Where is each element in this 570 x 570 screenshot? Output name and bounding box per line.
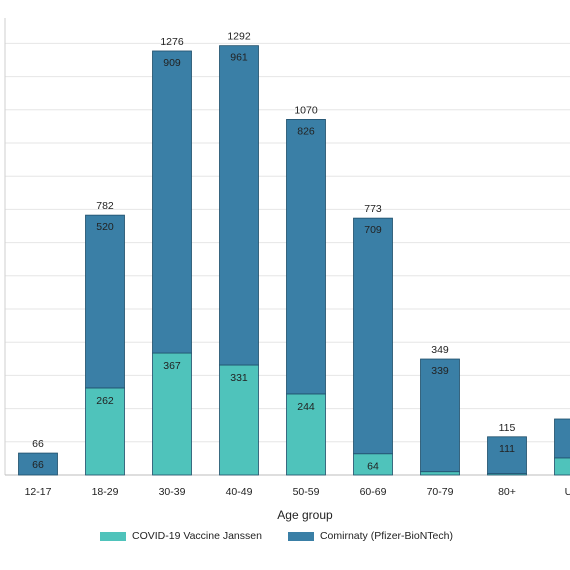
label-janssen: 262 xyxy=(96,395,114,407)
label-total: 1292 xyxy=(227,31,251,43)
x-tick-labels: 12-17 18-29 30-39 40-49 50-59 60-69 70-79 80+ Un… xyxy=(25,486,570,498)
legend-label-janssen: COVID-19 Vaccine Janssen xyxy=(132,530,262,542)
legend-item-comirnaty: Comirnaty (Pfizer-BioNTech) xyxy=(287,530,453,542)
label-total: 1276 xyxy=(160,36,184,48)
label-comirnaty: 111 xyxy=(499,443,515,455)
label-comirnaty: 909 xyxy=(163,57,181,69)
x-tick-label: 50-59 xyxy=(293,486,320,498)
x-tick-label: 60-69 xyxy=(360,486,387,498)
bar-janssen xyxy=(286,393,326,476)
label-total: 773 xyxy=(364,203,382,215)
label-total: 115 xyxy=(499,422,516,434)
bar-comirnaty xyxy=(286,119,326,395)
label-total: 782 xyxy=(96,200,114,212)
bar-comirnaty xyxy=(353,217,393,455)
x-tick-label: 12-17 xyxy=(25,486,52,498)
label-janssen: 331 xyxy=(230,372,248,384)
legend-swatch-janssen xyxy=(100,531,126,541)
label-janssen: 244 xyxy=(297,401,315,413)
bar-comirnaty xyxy=(219,45,259,366)
label-total: 1070 xyxy=(294,104,318,116)
bar-comirnaty xyxy=(18,452,58,476)
x-tick-label: 40-49 xyxy=(226,486,253,498)
bar-comirnaty xyxy=(487,436,527,475)
label-comirnaty: 826 xyxy=(297,125,315,137)
data-labels: 66 66 262 520 782 367 909 1276 331 961 1292 244 826 1… xyxy=(32,31,516,473)
legend-swatch-comirnaty xyxy=(287,531,314,541)
label-janssen: 64 xyxy=(367,461,379,473)
label-janssen: 367 xyxy=(163,360,181,372)
x-tick-label: 18-29 xyxy=(92,486,119,498)
label-comirnaty: 66 xyxy=(32,459,44,471)
bar-janssen xyxy=(554,457,570,476)
x-tick-label: 30-39 xyxy=(159,486,186,498)
x-tick-label: 70-79 xyxy=(427,486,454,498)
label-comirnaty: 520 xyxy=(96,221,114,233)
bars xyxy=(18,45,570,476)
bar-janssen xyxy=(420,471,460,476)
legend: COVID-19 Vaccine Janssen Comirnaty (Pfiz… xyxy=(100,530,453,542)
x-tick-label: 80+ xyxy=(498,486,516,498)
legend-item-janssen: COVID-19 Vaccine Janssen xyxy=(100,530,262,542)
bar-janssen xyxy=(152,352,192,476)
label-total: 349 xyxy=(431,344,449,356)
label-comirnaty: 709 xyxy=(364,224,382,236)
label-total: 66 xyxy=(32,438,44,450)
bar-comirnaty xyxy=(554,418,570,459)
x-tick-label: Unk xyxy=(565,486,570,498)
bar-comirnaty xyxy=(85,214,125,389)
bar-janssen xyxy=(219,364,259,476)
legend-label-comirnaty: Comirnaty (Pfizer-BioNTech) xyxy=(319,530,453,542)
label-comirnaty: 961 xyxy=(230,52,248,64)
bar-comirnaty xyxy=(420,358,460,473)
x-axis-title: Age group xyxy=(277,508,333,522)
bar-comirnaty xyxy=(152,50,192,354)
label-comirnaty: 339 xyxy=(431,365,449,377)
